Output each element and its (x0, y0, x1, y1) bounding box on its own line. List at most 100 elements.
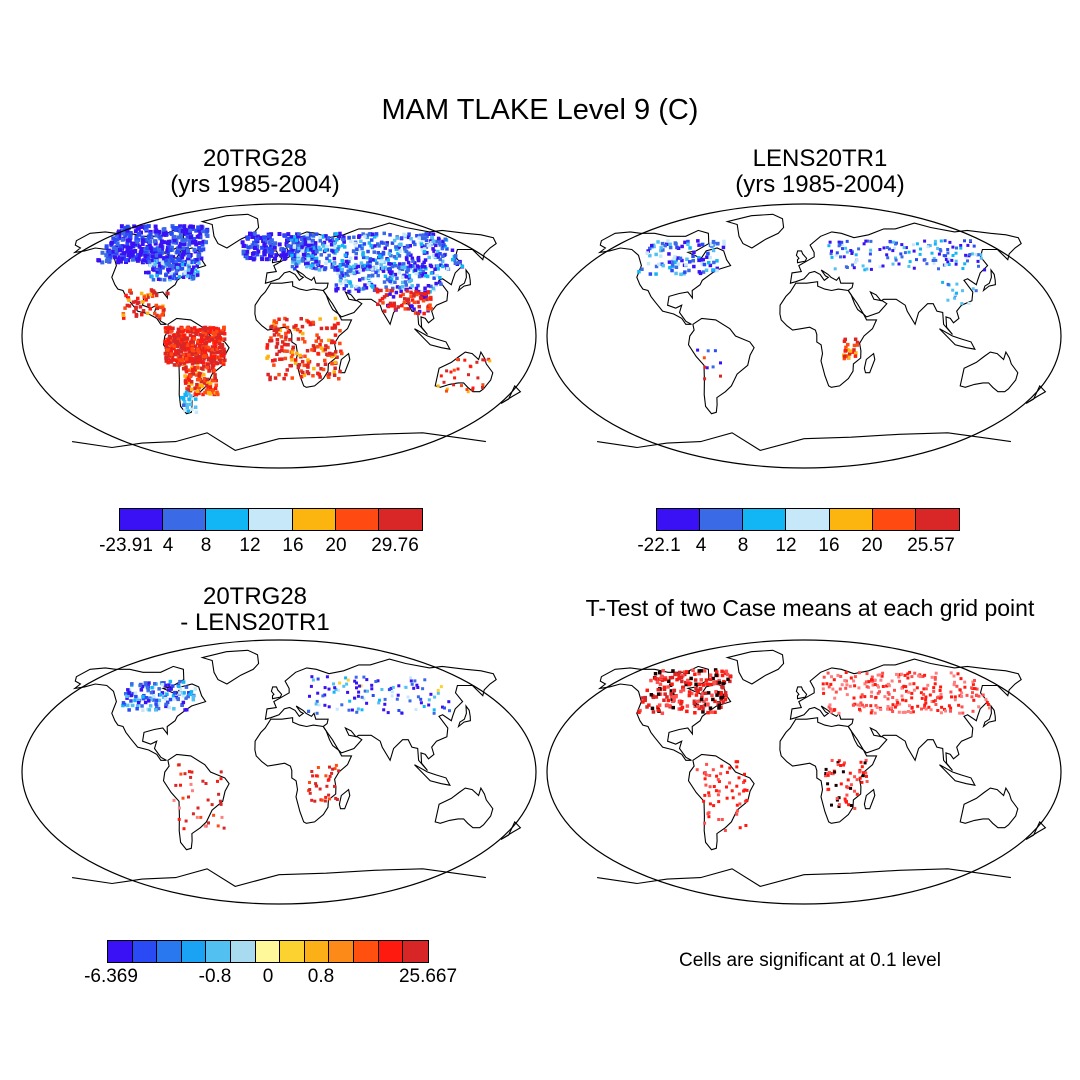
data-cell (439, 374, 443, 378)
data-cell (679, 689, 683, 694)
data-cell (887, 247, 891, 251)
data-cell (975, 693, 979, 697)
data-cell (959, 246, 963, 250)
data-cell (723, 829, 727, 832)
data-cell (114, 248, 119, 253)
data-cell (424, 232, 428, 236)
data-cell (720, 764, 724, 768)
data-cell (934, 671, 938, 675)
data-cell (409, 278, 413, 282)
data-cell (158, 692, 163, 697)
data-cell (394, 247, 399, 251)
data-cell (211, 331, 215, 335)
data-cell (691, 259, 695, 263)
data-cell (975, 687, 979, 691)
data-cell (307, 710, 310, 713)
data-cell (305, 264, 309, 269)
data-cell (342, 235, 346, 239)
data-cell (135, 257, 140, 262)
data-cell (217, 357, 222, 361)
data-cell (182, 347, 187, 351)
data-cell (180, 262, 185, 267)
data-cell (164, 704, 168, 709)
land-outline-madagascar (863, 788, 876, 810)
data-cell (359, 239, 363, 243)
data-cell (865, 703, 868, 707)
data-cell (931, 259, 935, 262)
data-cell (407, 273, 412, 278)
data-cell (843, 761, 846, 765)
data-cell (725, 785, 728, 789)
data-cell (301, 331, 305, 336)
data-cell (165, 248, 170, 253)
data-cell (186, 327, 191, 331)
data-cell (840, 240, 844, 244)
data-cell (292, 245, 297, 249)
data-cell (180, 343, 184, 348)
data-cell (902, 246, 906, 250)
data-cell (423, 258, 428, 262)
data-cell (170, 355, 175, 359)
data-cell (949, 709, 952, 713)
data-cell (865, 267, 869, 271)
data-cell (429, 243, 433, 248)
data-cell (198, 339, 203, 344)
data-cell (363, 689, 367, 693)
data-cell (333, 266, 337, 270)
data-cell (285, 368, 289, 372)
data-cell (190, 357, 194, 361)
data-cell (338, 278, 343, 283)
data-cell (171, 260, 176, 265)
data-cell (296, 337, 301, 341)
data-cell (890, 679, 894, 683)
data-cell (174, 352, 178, 357)
data-cell (315, 711, 319, 715)
colorbar-swatch (108, 941, 133, 962)
data-cell (974, 252, 978, 256)
data-cell (711, 676, 715, 681)
data-cell (215, 350, 219, 355)
data-cell (928, 244, 932, 248)
data-cell (182, 341, 187, 346)
data-cell (378, 254, 382, 258)
data-cell (396, 247, 401, 251)
data-cell (149, 234, 153, 239)
data-cell (339, 234, 343, 239)
data-cell (165, 346, 169, 350)
data-cell (445, 369, 449, 373)
data-cell (362, 286, 366, 291)
data-cell (977, 705, 981, 709)
data-cell (155, 249, 160, 254)
data-cell (715, 266, 719, 271)
data-cell (283, 356, 288, 361)
data-cell (188, 273, 192, 277)
data-cell (864, 239, 868, 243)
data-cell (175, 265, 180, 270)
data-cell (115, 237, 120, 242)
data-cell (651, 710, 656, 714)
data-cell (104, 245, 109, 250)
data-cell (186, 388, 190, 392)
data-cell (181, 397, 186, 401)
data-cell (694, 686, 698, 691)
data-cell (915, 258, 918, 262)
data-cell (864, 758, 868, 762)
data-cell (716, 793, 720, 797)
data-cell (334, 763, 338, 767)
data-cell (259, 235, 264, 240)
data-cell (299, 317, 303, 321)
data-cell (324, 795, 328, 799)
data-cell (307, 243, 311, 248)
data-cell (827, 771, 831, 774)
data-cell (922, 692, 926, 696)
data-cell (144, 298, 148, 302)
data-cell (934, 703, 938, 706)
colorbar-swatch (829, 509, 873, 530)
data-cell (868, 259, 872, 263)
data-cell (376, 251, 380, 255)
data-cell (696, 689, 700, 694)
data-cell (891, 249, 895, 253)
data-cell (316, 363, 320, 367)
data-cell (828, 707, 832, 711)
data-cell (408, 244, 412, 248)
